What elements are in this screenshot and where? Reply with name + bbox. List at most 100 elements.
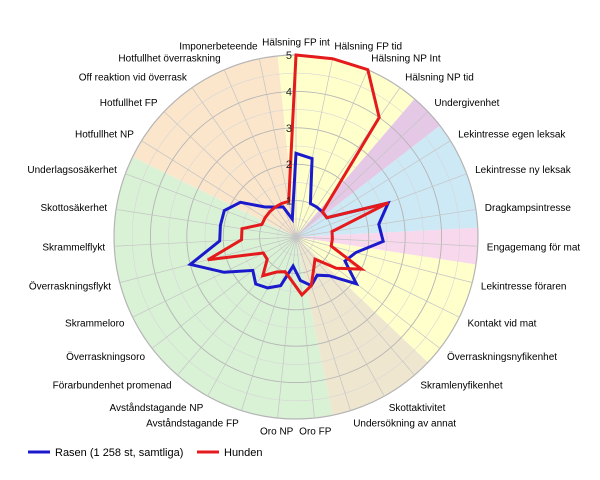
radial-tick-label: 4 <box>286 86 292 98</box>
category-label: Hotfullhet FP <box>100 98 158 109</box>
data-point <box>267 287 269 289</box>
data-point <box>274 206 276 208</box>
grid-spoke <box>163 111 297 238</box>
data-point <box>326 217 328 219</box>
series-lines <box>186 53 391 298</box>
category-label: Undersökning av annat <box>353 419 456 430</box>
data-point <box>282 206 284 208</box>
sector-band <box>296 227 479 265</box>
data-point <box>266 258 268 260</box>
category-label: Engagemang för mat <box>487 242 581 253</box>
sector-band <box>296 125 478 237</box>
grid-spoke <box>241 236 297 411</box>
data-point <box>240 239 243 241</box>
data-point <box>276 271 278 273</box>
sector-band <box>132 55 296 238</box>
grid-spoke <box>259 58 297 238</box>
data-point <box>355 283 357 285</box>
grid-spoke <box>132 236 297 318</box>
category-label: Lekintresse föraren <box>481 281 567 292</box>
data-point <box>309 202 311 205</box>
grid-spoke <box>295 236 460 318</box>
grid-spoke <box>151 236 297 349</box>
data-point <box>264 217 266 219</box>
grid-spoke <box>191 87 297 238</box>
data-point <box>330 245 332 247</box>
data-point <box>288 200 290 202</box>
radial-tick-label: 1 <box>286 196 292 208</box>
data-point <box>207 259 209 261</box>
grid-spoke <box>295 236 473 283</box>
data-point <box>299 279 301 282</box>
data-point <box>331 238 333 240</box>
category-label: Skrammeloro <box>65 318 125 329</box>
grid-spoke <box>177 236 297 376</box>
data-point <box>261 223 263 225</box>
category-label: Hotfullhet överraskning <box>118 53 220 64</box>
grid-spoke <box>295 87 401 238</box>
data-point <box>280 285 282 287</box>
grid-spoke <box>295 58 333 238</box>
data-point <box>344 260 346 262</box>
data-point <box>331 230 333 233</box>
category-label: Överraskningsflykt <box>29 280 111 292</box>
grid-spoke <box>295 140 451 238</box>
data-point <box>295 54 297 56</box>
data-point <box>316 206 318 208</box>
data-point <box>239 201 241 203</box>
legend-label-rasen: Rasen (1 258 st, samtliga) <box>55 447 183 459</box>
data-point <box>223 271 225 273</box>
data-point <box>378 116 380 119</box>
grid-spoke <box>295 209 476 238</box>
category-label: Skottaktivitet <box>389 403 446 414</box>
category-label: Kontakt vid mat <box>468 318 537 329</box>
category-label: Avståndstagande FP <box>146 418 239 430</box>
data-point <box>295 152 297 154</box>
data-point <box>382 240 384 242</box>
grid-spoke <box>141 140 297 238</box>
data-point <box>292 265 294 267</box>
data-point <box>219 240 221 242</box>
category-label: Lekintresse ny leksak <box>475 165 572 176</box>
category-label: Avståndstagande NP <box>110 402 204 414</box>
category-label: Överraskningsnyfikenhet <box>447 351 557 363</box>
grid-spoke <box>295 236 385 397</box>
radial-tick-labels: 1 2 3 4 5 <box>286 50 292 208</box>
data-point <box>335 267 337 269</box>
category-label: Skottosäkerhet <box>40 203 107 214</box>
data-point <box>284 271 286 273</box>
data-point <box>310 285 312 287</box>
category-label: Dragkampsintresse <box>485 203 572 214</box>
category-label: Hotfullhet NP <box>75 129 134 140</box>
data-point <box>255 283 257 285</box>
data-point <box>291 279 293 282</box>
category-label: Hälsning NP tid <box>405 73 474 84</box>
category-label: Off reaktion vid överrask <box>79 73 188 84</box>
data-point <box>241 228 243 230</box>
sector-band <box>114 156 333 419</box>
data-point <box>263 206 265 208</box>
data-point <box>321 211 323 213</box>
category-label: Förarbundenhet promenad <box>53 381 172 392</box>
legend-label-hunden: Hunden <box>224 447 263 459</box>
grid-spoke <box>116 209 297 238</box>
category-label: Oro FP <box>299 427 332 438</box>
data-point <box>269 211 271 213</box>
radial-tick-label: 3 <box>286 123 292 135</box>
data-point <box>252 269 254 271</box>
category-label: Skramlenyfikenhet <box>420 381 502 392</box>
data-point <box>355 251 357 254</box>
category-label: Lekintresse egen leksak <box>458 129 566 140</box>
data-point <box>328 275 330 277</box>
data-point <box>378 223 380 225</box>
legend: Rasen (1 258 st, samtliga) Hunden <box>28 447 263 459</box>
data-point <box>223 209 225 212</box>
sector-band <box>296 237 428 416</box>
category-label: Skrammelflykt <box>42 242 105 253</box>
grid-spoke <box>114 236 297 247</box>
data-point <box>311 158 313 160</box>
category-label: Underlagsosäkerhet <box>27 165 117 176</box>
